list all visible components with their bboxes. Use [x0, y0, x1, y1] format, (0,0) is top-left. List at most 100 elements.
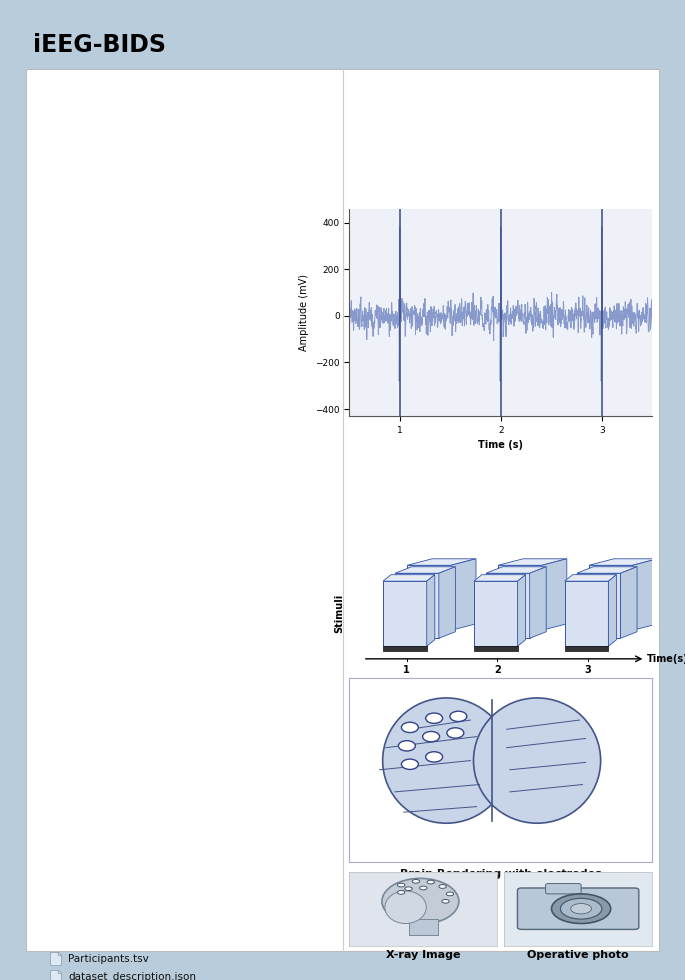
- Circle shape: [401, 760, 419, 769]
- FancyBboxPatch shape: [26, 672, 342, 778]
- Text: mV: mV: [136, 484, 152, 493]
- FancyBboxPatch shape: [26, 425, 342, 531]
- FancyBboxPatch shape: [383, 581, 427, 646]
- Text: 0.5: 0.5: [121, 577, 136, 586]
- Text: 18.35564: 18.35564: [84, 592, 129, 601]
- Text: trial_type: trial_type: [156, 561, 207, 569]
- FancyBboxPatch shape: [517, 888, 639, 929]
- Text: 0.1: 0.1: [184, 484, 199, 493]
- FancyBboxPatch shape: [68, 164, 84, 173]
- Polygon shape: [530, 566, 546, 638]
- Polygon shape: [486, 566, 546, 573]
- Ellipse shape: [382, 878, 459, 924]
- Text: 17.8533: 17.8533: [84, 577, 123, 586]
- Polygon shape: [75, 242, 79, 245]
- Polygon shape: [75, 785, 79, 788]
- FancyBboxPatch shape: [49, 932, 55, 936]
- Text: stimuli/...: stimuli/...: [191, 608, 235, 616]
- FancyBboxPatch shape: [49, 918, 64, 928]
- FancyBboxPatch shape: [26, 69, 342, 194]
- FancyBboxPatch shape: [564, 646, 608, 651]
- Polygon shape: [75, 882, 79, 886]
- FancyBboxPatch shape: [49, 914, 55, 918]
- Text: "Manufacturer" : "Tucker Davis...": "Manufacturer" : "Tucker Davis...": [84, 315, 279, 323]
- FancyBboxPatch shape: [545, 884, 581, 894]
- Polygon shape: [75, 262, 79, 266]
- Polygon shape: [75, 538, 79, 541]
- FancyBboxPatch shape: [577, 573, 621, 638]
- FancyBboxPatch shape: [498, 565, 542, 630]
- Polygon shape: [51, 953, 62, 965]
- Circle shape: [571, 904, 591, 914]
- FancyBboxPatch shape: [589, 565, 633, 630]
- Text: {: {: [84, 286, 90, 295]
- Text: ECOG: ECOG: [111, 469, 138, 478]
- Text: O02: O02: [84, 733, 103, 742]
- Text: high_cutoff: high_cutoff: [184, 453, 244, 463]
- FancyBboxPatch shape: [48, 77, 55, 81]
- Text: O01: O01: [84, 718, 103, 727]
- Text: sub-01_electrodes.tsv: sub-01_electrodes.tsv: [84, 681, 205, 691]
- Text: Sub-01: Sub-01: [68, 81, 108, 91]
- Polygon shape: [75, 221, 79, 225]
- Text: -40: -40: [140, 733, 155, 742]
- Text: a: a: [30, 81, 38, 91]
- FancyBboxPatch shape: [26, 778, 342, 866]
- Text: units: units: [136, 454, 163, 463]
- Text: sub-01_photo.jpg: sub-01_photo.jpg: [84, 884, 179, 894]
- Polygon shape: [67, 202, 79, 216]
- Circle shape: [439, 885, 446, 888]
- Polygon shape: [621, 566, 637, 638]
- Text: {: {: [84, 807, 90, 815]
- Text: X-ray Image: X-ray Image: [386, 951, 460, 960]
- Text: -19: -19: [162, 733, 177, 742]
- Circle shape: [450, 711, 466, 721]
- Polygon shape: [518, 574, 525, 646]
- FancyBboxPatch shape: [564, 581, 608, 646]
- Text: mV: mV: [136, 469, 152, 478]
- Circle shape: [397, 891, 405, 895]
- Text: Sub-01: Sub-01: [71, 918, 108, 928]
- FancyBboxPatch shape: [68, 160, 75, 164]
- Text: -39: -39: [140, 718, 155, 727]
- Text: 300: 300: [159, 484, 177, 493]
- Polygon shape: [97, 122, 109, 135]
- Y-axis label: Amplitude (mV): Amplitude (mV): [299, 273, 310, 351]
- Text: sub-01_task-visual_run-01_ieeg.vhdr: sub-01_task-visual_run-01_ieeg.vhdr: [84, 244, 285, 254]
- Text: stimuli/...: stimuli/...: [191, 577, 235, 586]
- Text: 2: 2: [156, 608, 162, 616]
- Polygon shape: [564, 574, 616, 581]
- Text: 5: 5: [156, 577, 162, 586]
- Text: sub-01_task-visual_run-01_ieeg.json: sub-01_task-visual_run-01_ieeg.json: [84, 264, 283, 274]
- Polygon shape: [427, 574, 435, 646]
- Circle shape: [401, 722, 419, 733]
- Polygon shape: [51, 970, 62, 980]
- Circle shape: [427, 880, 434, 884]
- Polygon shape: [97, 139, 109, 154]
- Text: anat: anat: [88, 104, 112, 114]
- Text: dataset_description.json: dataset_description.json: [68, 971, 196, 980]
- FancyBboxPatch shape: [68, 100, 75, 104]
- Text: "TaskDescription" : "visual...": "TaskDescription" : "visual...": [84, 328, 262, 337]
- Circle shape: [425, 713, 443, 723]
- Ellipse shape: [385, 891, 426, 923]
- FancyBboxPatch shape: [383, 646, 427, 651]
- Circle shape: [399, 741, 415, 751]
- Polygon shape: [633, 559, 658, 630]
- Circle shape: [420, 886, 427, 890]
- Circle shape: [412, 879, 420, 883]
- Text: ...: ...: [84, 858, 101, 867]
- FancyBboxPatch shape: [407, 565, 451, 630]
- Text: Operative photo: Operative photo: [527, 951, 629, 960]
- Polygon shape: [67, 242, 79, 256]
- FancyBboxPatch shape: [395, 573, 439, 638]
- Text: stim_file: stim_file: [191, 561, 236, 569]
- Text: b: b: [30, 204, 38, 214]
- Text: "TaskName" : "visual",: "TaskName" : "visual",: [84, 300, 210, 310]
- Circle shape: [397, 883, 405, 887]
- FancyBboxPatch shape: [26, 911, 342, 951]
- Ellipse shape: [473, 698, 601, 823]
- Text: 8: 8: [156, 592, 162, 601]
- Text: size: size: [186, 702, 207, 710]
- Polygon shape: [383, 574, 435, 581]
